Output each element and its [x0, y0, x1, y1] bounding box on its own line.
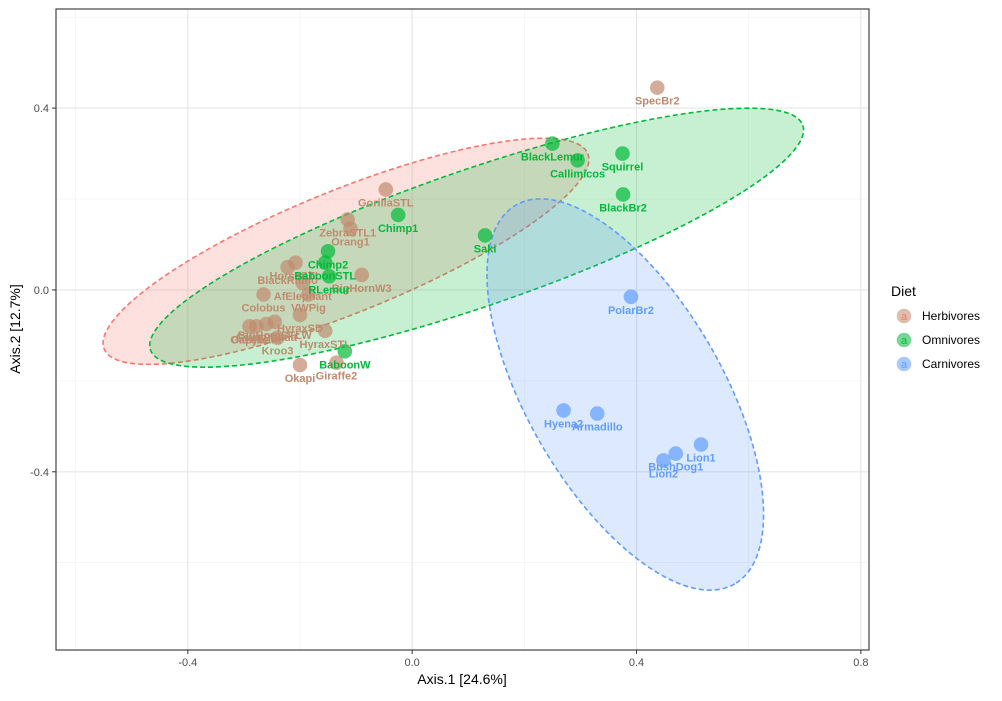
x-tick-label: 0.0 [405, 657, 420, 669]
point-armadillo [589, 406, 605, 421]
legend-label-herbivores: Herbivores [922, 309, 980, 323]
point-label-armadillo: Armadillo [572, 422, 623, 434]
point-colobus [256, 287, 271, 302]
x-tick-label: -0.4 [178, 657, 197, 669]
point-bighornw3 [354, 267, 369, 283]
legend-label-carnivores: Carnivores [922, 357, 980, 371]
point-label-blackbr2: BlackBr2 [599, 202, 647, 214]
point-label-afelephant: AfElephant [274, 291, 332, 303]
x-tick-label: 0.8 [853, 657, 868, 669]
legend-title: Diet [891, 283, 916, 299]
point-label-lion2: Lion2 [649, 468, 678, 480]
legend-key-glyph: a [901, 359, 908, 371]
point-orang1 [343, 221, 358, 236]
point-chimp1 [390, 207, 406, 223]
point-label-capybara: Capybara [231, 334, 282, 346]
point-chimp2 [320, 244, 336, 259]
point-label-hyraxsd: HyraxSD [277, 323, 323, 335]
point-label-gorillastl: GorillaSTL [358, 197, 414, 209]
point-label-okapi: Okapi [285, 373, 316, 385]
y-tick-label: 0.4 [34, 103, 49, 115]
legend-key-carnivores [896, 356, 912, 372]
panel-border [55, 8, 870, 651]
point-bushdog1 [668, 446, 684, 461]
point-label-specbr2: SpecBr2 [635, 96, 680, 108]
axis-layer: -0.4 0.0 0.4 0.8 -0.4 0.0 0.4 [30, 103, 868, 669]
point-label-bushdog1: BushDog1 [648, 462, 703, 474]
point-blacklemur [545, 136, 560, 151]
point-specbr2 [649, 80, 665, 95]
x-tick-label: 0.4 [629, 657, 644, 669]
legend-key-herbivores [896, 308, 912, 324]
point-label-hyena2: Hyena2 [544, 418, 583, 430]
point-afelephant [295, 275, 311, 291]
y-tick-label: 0.0 [34, 285, 49, 297]
legend-key-omnivores [896, 332, 912, 348]
point-lion1 [693, 437, 709, 452]
legend-items: a Herbivores a Omnivores a Carnivores [896, 308, 980, 372]
legend-label-omnivores: Omnivores [922, 333, 980, 347]
point-saki [477, 228, 493, 243]
legend: Diet a Herbivores a Omnivores a Carnivores [891, 283, 980, 372]
point-label-blackrhino: BlackRhino [257, 275, 318, 287]
point-label-saki: Saki [474, 243, 497, 255]
point-label-chimp2: Chimp2 [308, 259, 348, 271]
point-label-orang1: Orang1 [331, 237, 370, 249]
point-lion2 [656, 453, 671, 468]
x-axis-title: Axis.1 [24.6%] [417, 671, 507, 687]
point-okapi [292, 357, 308, 373]
point-baboonw [337, 344, 353, 359]
point-giraffe2 [329, 355, 344, 370]
point-label-bighornstlw: BigHornSTLW [238, 330, 313, 342]
point-rlemur [321, 269, 337, 284]
y-tick-label: -0.4 [30, 467, 49, 479]
ellipse-herbivores [102, 137, 590, 366]
ellipse-layer [102, 107, 805, 591]
point-label-gazelle: Gazelle [230, 334, 269, 346]
point-vwpig [301, 287, 316, 302]
point-kroo3 [270, 330, 285, 345]
point-label-lion1: Lion1 [686, 453, 715, 465]
point-label-chimp1: Chimp1 [378, 223, 418, 235]
point-hyraxsd [292, 307, 308, 323]
panel-background [56, 9, 869, 650]
point-label-vwpig: VWPig [291, 302, 326, 314]
point-label-hyraxstl: HyraxSTL [300, 339, 352, 351]
point-label-callimicos: Callimicos [550, 168, 605, 180]
ellipse-omnivores [148, 107, 805, 368]
point-label-colobus: Colobus [242, 302, 286, 314]
point-label-blacklemur: BlackLemur [521, 152, 585, 164]
point-hyraxstl [317, 323, 333, 339]
legend-key-glyph: a [901, 335, 908, 347]
grid-layer [56, 9, 869, 650]
point-label-horsestl: HorseSTL [270, 271, 322, 283]
point-label-kroo3: Kroo3 [262, 346, 294, 358]
point-layer [242, 80, 709, 468]
point-baboonstl [317, 255, 333, 270]
point-gorillastl [378, 182, 394, 197]
point-blackbr2 [615, 187, 631, 202]
point-gazelle [242, 319, 257, 334]
point-label-giraffe2: Giraffe2 [316, 371, 358, 383]
ellipse-carnivores [486, 198, 765, 591]
point-squirrel [615, 146, 630, 161]
legend-key-glyph: a [901, 311, 908, 323]
point-hyena2 [556, 403, 571, 418]
point-label-baboonw: BaboonW [319, 359, 371, 371]
point-label-zebrastl1: ZebraSTL1 [319, 227, 376, 239]
point-label-polarbr2: PolarBr2 [608, 305, 654, 317]
point-polarbr2 [623, 289, 639, 305]
point-horsestl [288, 255, 303, 270]
point-callimicos [570, 153, 585, 168]
point-label-squirrel: Squirrel [602, 162, 644, 174]
point-label-bighornw3: BigHornW3 [332, 283, 392, 295]
point-label-rlemur: RLemur [308, 284, 350, 296]
point-label-giantpanda: GiantPanda [236, 332, 298, 344]
y-axis-title: Axis.2 [12.7%] [7, 284, 23, 374]
point-label-baboonstl: BaboonSTL [294, 271, 356, 283]
